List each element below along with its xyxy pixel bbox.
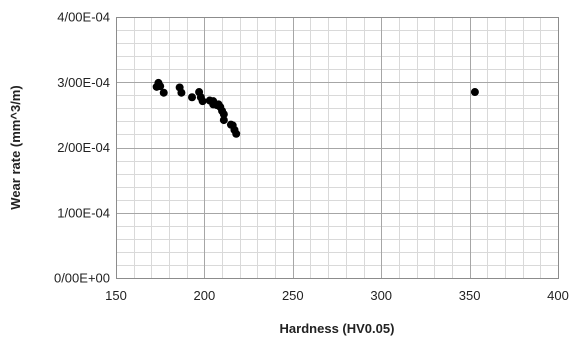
data-points: [152, 78, 479, 138]
y-tick-label: 0/00E+00: [54, 271, 110, 286]
x-tick-label: 400: [547, 288, 569, 303]
data-point: [188, 93, 197, 102]
y-tick-label: 1/00E-04: [57, 205, 110, 220]
y-tick-label: 4/00E-04: [57, 10, 110, 25]
data-point: [159, 88, 168, 97]
data-point: [177, 88, 186, 97]
y-axis-tick-labels: 0/00E+00 1/00E-04 2/00E-04 3/00E-04 4/00E-04: [54, 10, 110, 286]
data-point: [198, 97, 207, 106]
x-tick-label: 300: [370, 288, 392, 303]
y-axis-title: Wear rate (mm^3/m): [8, 85, 23, 209]
data-point: [156, 82, 165, 91]
data-point: [232, 129, 241, 138]
x-axis-title: Hardness (HV0.05): [280, 321, 395, 336]
y-tick-label: 3/00E-04: [57, 75, 110, 90]
plot-area-border: [116, 17, 559, 279]
x-tick-label: 200: [194, 288, 216, 303]
x-tick-label: 350: [459, 288, 481, 303]
data-point: [219, 110, 228, 119]
grid: [116, 17, 559, 279]
x-axis-tick-labels: 150 200 250 300 350 400: [105, 288, 569, 303]
data-point: [219, 116, 228, 125]
x-tick-label: 250: [282, 288, 304, 303]
y-tick-label: 2/00E-04: [57, 140, 110, 155]
x-tick-label: 150: [105, 288, 127, 303]
data-point: [470, 88, 479, 97]
